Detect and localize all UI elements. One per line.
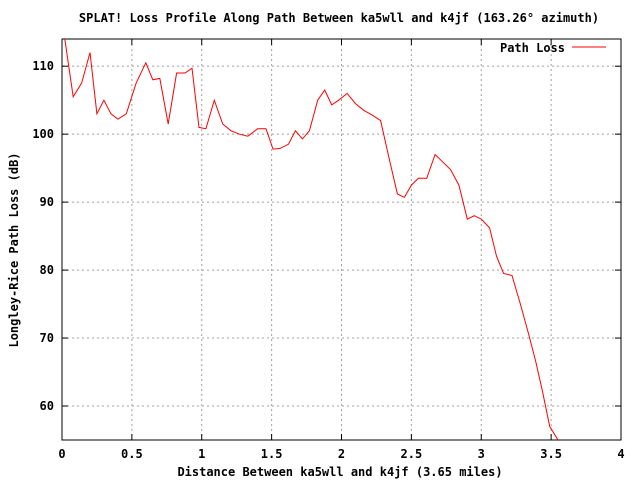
x-tick-label: 0 <box>58 447 65 461</box>
x-tick-label: 4 <box>617 447 624 461</box>
tick-marks <box>61 39 622 440</box>
x-tick-label: 0.5 <box>121 447 143 461</box>
series-layer <box>64 39 559 440</box>
y-tick-label: 80 <box>40 263 54 277</box>
y-axis-label: Longley-Rice Path Loss (dB) <box>7 152 21 347</box>
legend: Path Loss <box>500 41 606 55</box>
y-tick-labels: 60 70 80 90 100 110 <box>32 59 54 413</box>
x-tick-label: 2.5 <box>401 447 423 461</box>
legend-label-path-loss: Path Loss <box>500 41 565 55</box>
chart-title: SPLAT! Loss Profile Along Path Between k… <box>79 11 599 25</box>
x-tick-labels: 0 0.5 1 1.5 2 2.5 3 3.5 4 <box>58 447 624 461</box>
x-tick-label: 1 <box>198 447 205 461</box>
grid-lines <box>62 39 621 440</box>
x-tick-label: 2 <box>338 447 345 461</box>
y-tick-label: 110 <box>32 59 54 73</box>
y-tick-label: 90 <box>40 195 54 209</box>
y-tick-label: 60 <box>40 399 54 413</box>
series-line-path-loss <box>64 39 559 440</box>
x-tick-label: 1.5 <box>261 447 283 461</box>
y-tick-label: 100 <box>32 127 54 141</box>
x-tick-label: 3.5 <box>540 447 562 461</box>
y-tick-label: 70 <box>40 331 54 345</box>
x-tick-label: 3 <box>478 447 485 461</box>
x-axis-label: Distance Between ka5wll and k4jf (3.65 m… <box>177 465 502 479</box>
